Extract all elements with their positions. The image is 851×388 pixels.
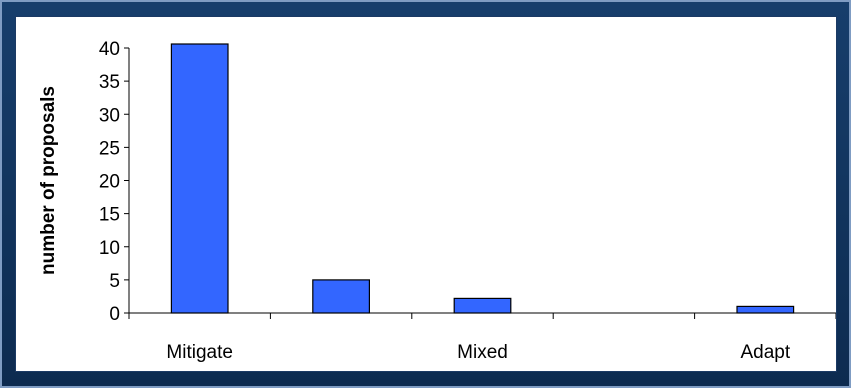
x-category-label: Mixed (457, 342, 508, 363)
bars-group (170, 43, 795, 314)
y-tick-label: 30 (99, 105, 120, 126)
y-axis: 0 5 10 15 20 25 30 35 40 (99, 39, 130, 325)
y-tick-label: 20 (99, 172, 120, 193)
x-category-label: Adapt (740, 342, 790, 363)
x-axis: Mitigate Mixed Adapt (128, 312, 836, 363)
chart-panel: 0 5 10 15 20 25 30 35 40 Mitigate Mixed Adapt numb… (16, 17, 836, 371)
y-tick-label: 25 (99, 138, 120, 159)
y-tick-label: 0 (109, 304, 120, 325)
bar-4 (736, 305, 795, 314)
x-category-label: Mitigate (166, 342, 233, 363)
y-tick-label: 5 (109, 271, 120, 292)
bar-0 (170, 43, 229, 314)
y-tick-label: 10 (99, 238, 120, 259)
y-tick-label: 35 (99, 72, 120, 93)
bar-2 (453, 297, 512, 314)
y-tick-label: 15 (99, 205, 120, 226)
bar-chart: 0 5 10 15 20 25 30 35 40 Mitigate Mixed Adapt numb… (38, 39, 836, 363)
y-tick-label: 40 (99, 39, 120, 60)
y-axis-label: number of proposals (38, 86, 59, 275)
bar-1 (312, 279, 370, 314)
